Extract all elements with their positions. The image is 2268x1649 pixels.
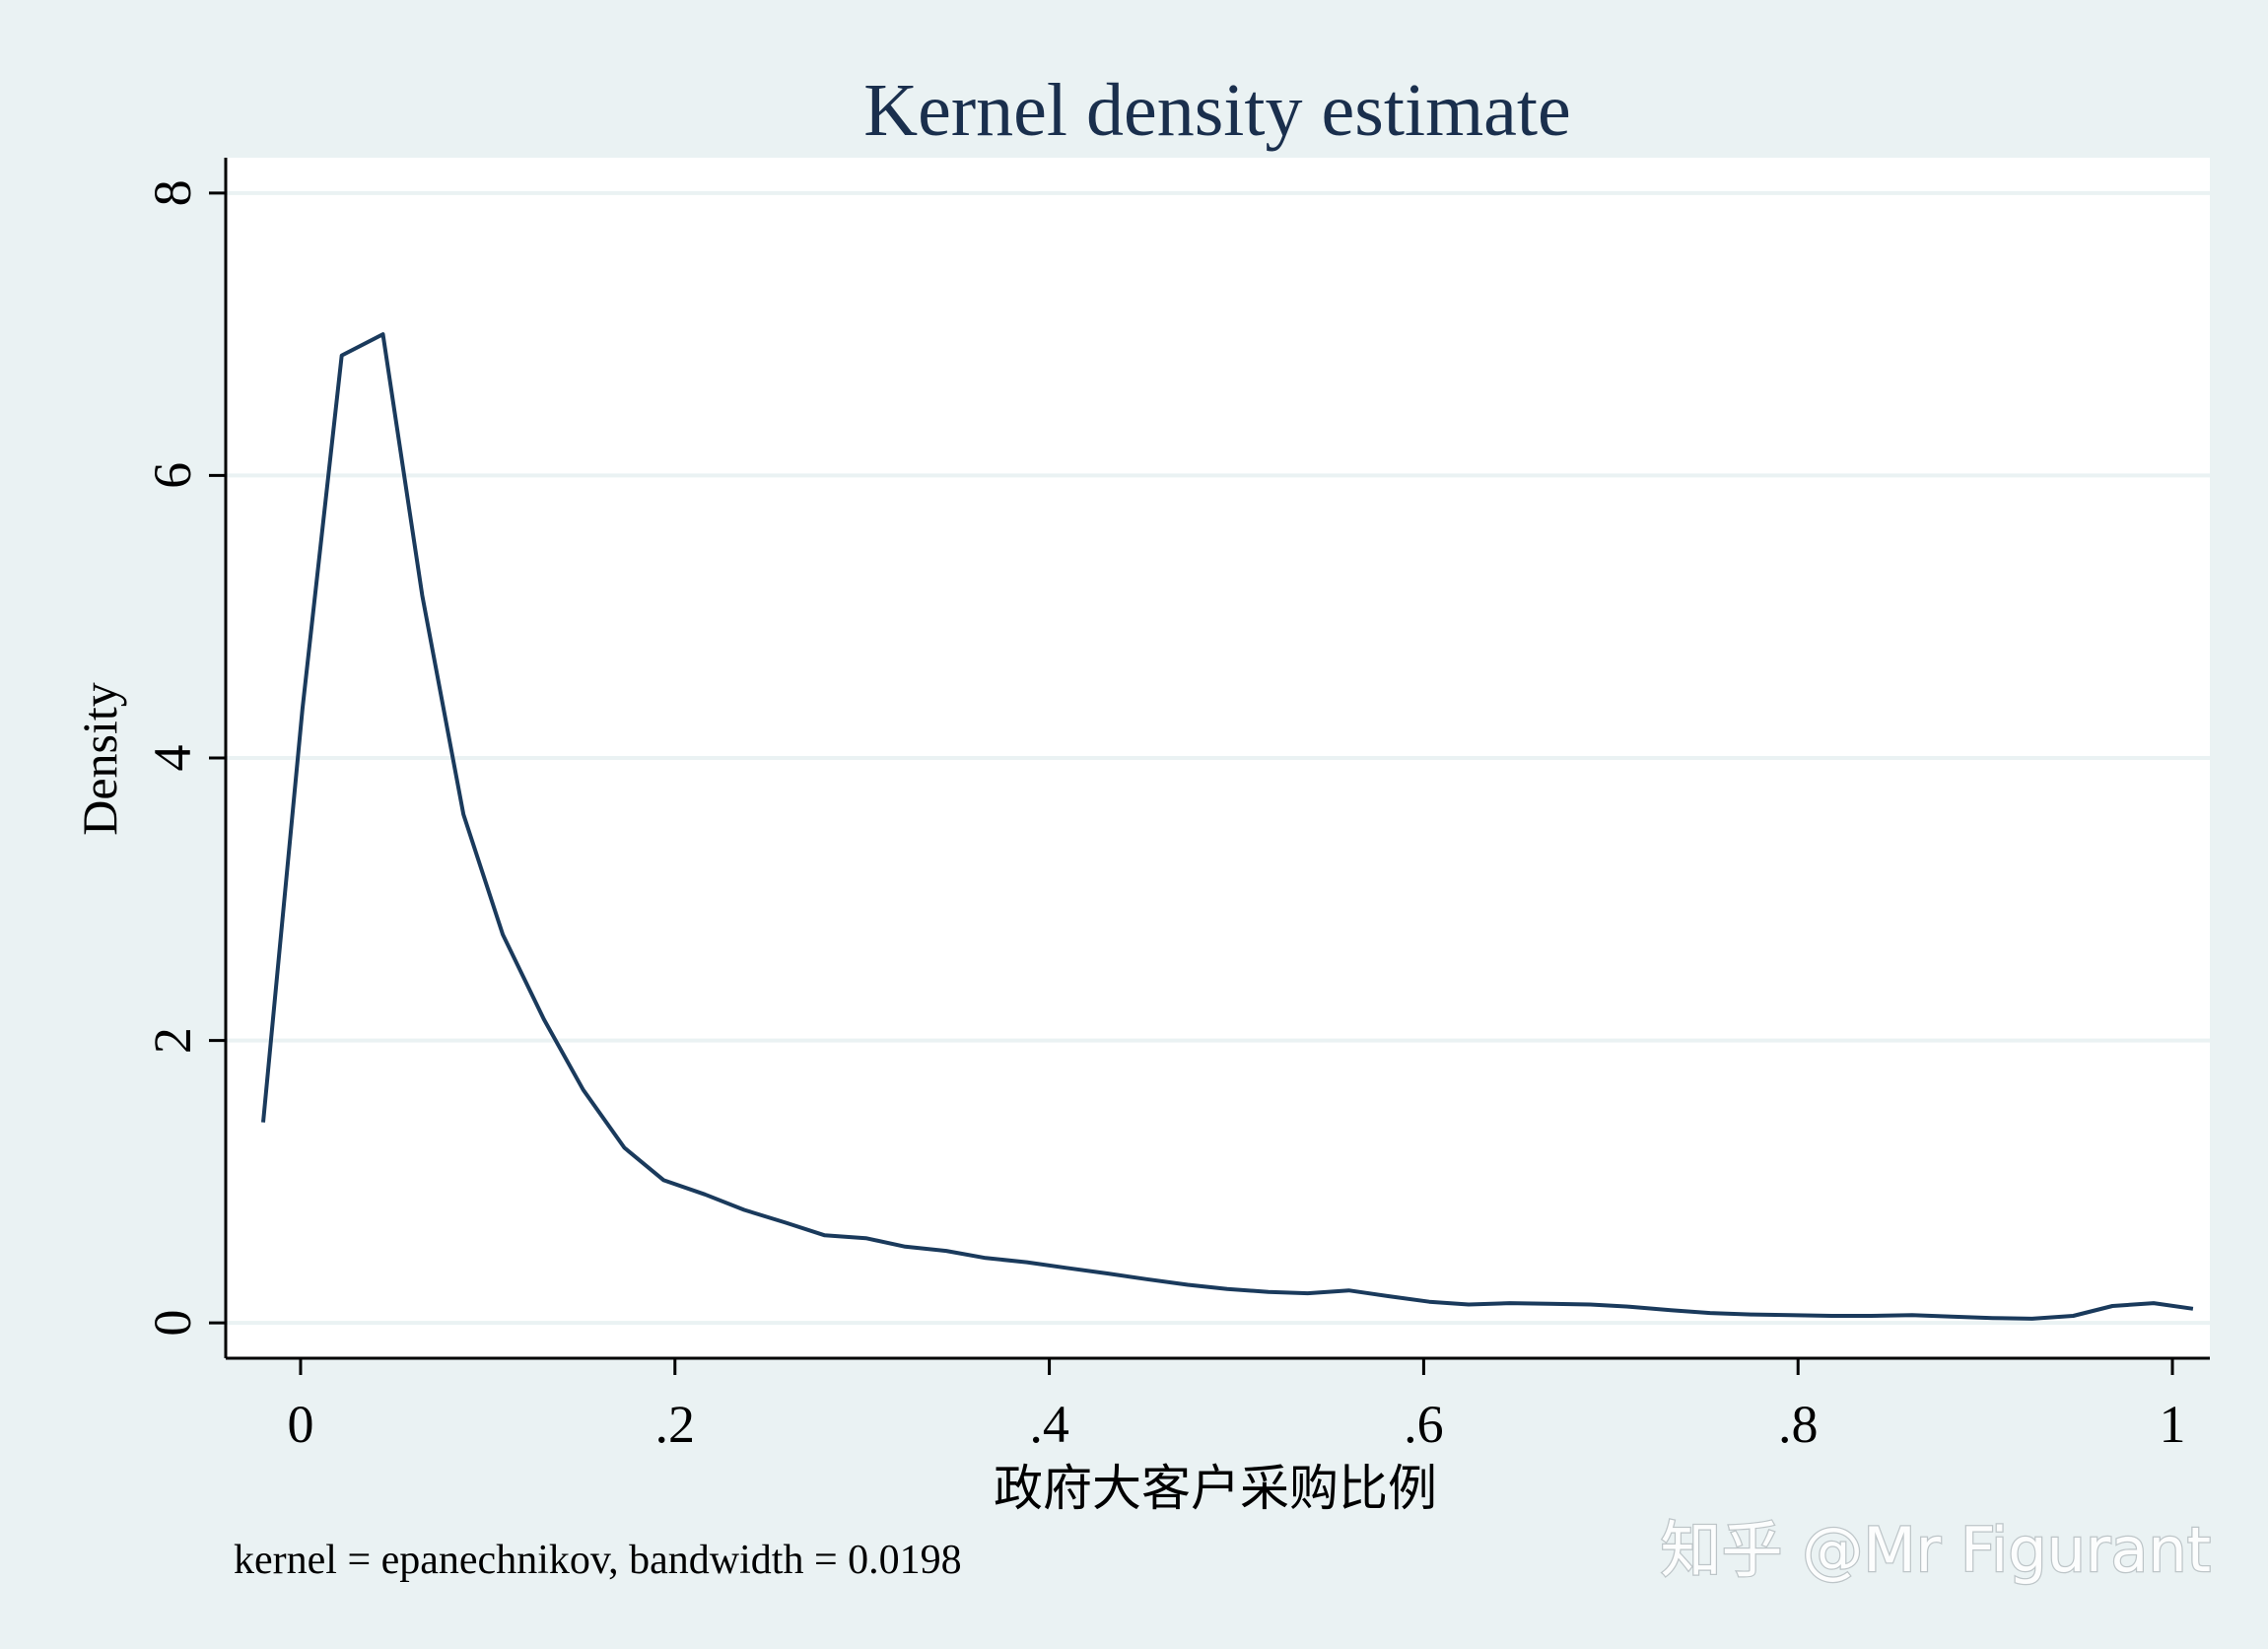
x-tick-label: .8 <box>1778 1395 1819 1454</box>
y-tick-label: 2 <box>143 1027 202 1054</box>
y-tick-label: 6 <box>143 462 202 489</box>
grid-lines <box>226 190 2210 1326</box>
chart-title: Kernel density estimate <box>863 69 1571 152</box>
x-tick-label: 0 <box>287 1395 313 1454</box>
y-axis-ticks: 0 2 4 6 8 <box>143 179 226 1337</box>
watermark: 知乎 @Mr Figurant <box>1660 1514 2211 1586</box>
x-tick-label: 1 <box>2160 1395 2186 1454</box>
y-tick-label: 8 <box>143 179 202 206</box>
y-axis-title: Density <box>72 682 127 836</box>
x-tick-label: .2 <box>655 1395 696 1454</box>
x-axis-title: 政府大客户采购比例 <box>994 1461 1437 1516</box>
x-tick-label: .6 <box>1404 1395 1444 1454</box>
kernel-note: kernel = epanechnikov, bandwidth = 0.019… <box>234 1538 962 1583</box>
density-curve <box>261 332 2194 1321</box>
y-tick-label: 0 <box>143 1310 202 1337</box>
x-tick-label: .4 <box>1029 1395 1069 1454</box>
x-axis-ticks: 0 .2 .4 .6 .8 1 <box>287 1358 2186 1454</box>
y-tick-label: 4 <box>143 745 202 772</box>
